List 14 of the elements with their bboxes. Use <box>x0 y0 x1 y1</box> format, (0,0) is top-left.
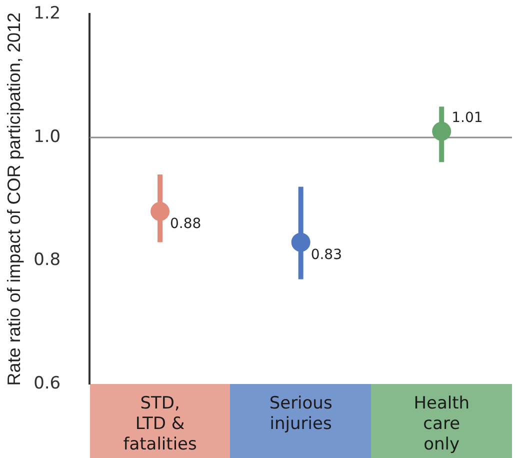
point <box>432 122 452 141</box>
point <box>150 202 170 221</box>
data-label: 0.83 <box>310 246 342 263</box>
data-label: 0.88 <box>170 216 202 232</box>
point <box>291 232 310 252</box>
y-tick-label: 1.0 <box>34 126 61 147</box>
y-tick-label: 0.6 <box>34 373 61 394</box>
y-tick-label: 1.2 <box>34 4 61 24</box>
y-axis-title: Rate ratio of impact of COR participation, 2012 <box>4 12 24 386</box>
data-label: 1.01 <box>452 110 483 126</box>
y-tick-label: 0.8 <box>34 250 61 270</box>
x-tick-label: Serious injuries <box>269 394 332 434</box>
x-tick-label: Health care only <box>414 394 470 454</box>
x-tick-label: STD, LTD & fatalities <box>123 394 197 454</box>
